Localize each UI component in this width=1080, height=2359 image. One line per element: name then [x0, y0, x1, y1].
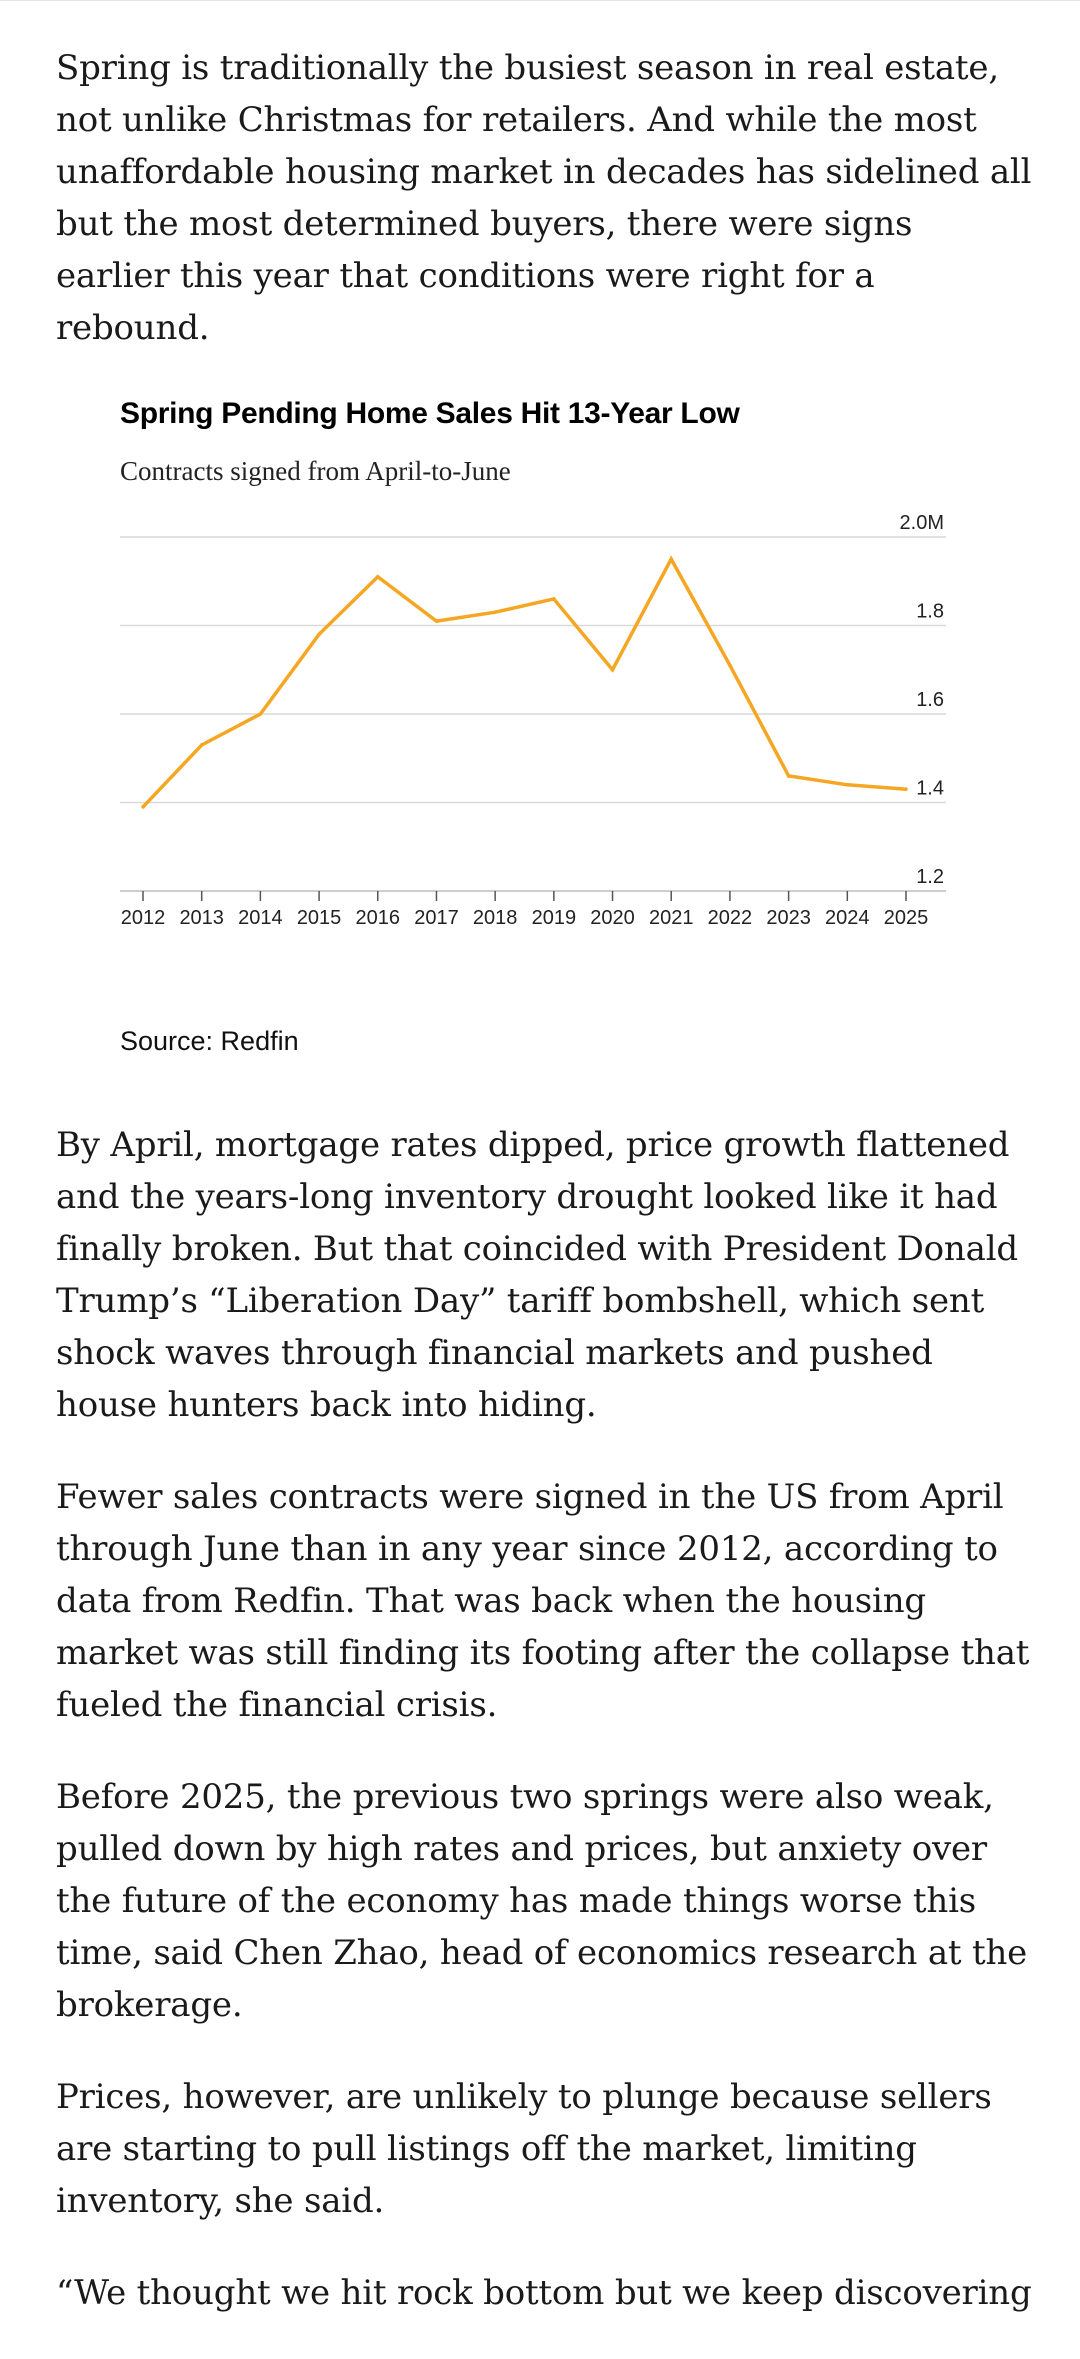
data-point — [552, 597, 556, 601]
data-point — [375, 575, 380, 579]
x-tick-label: 2024 — [825, 907, 870, 929]
y-tick-label: 1.2 — [916, 866, 944, 888]
x-tick-label: 2016 — [356, 907, 401, 929]
x-tick-label: 2021 — [649, 907, 694, 929]
data-point — [786, 774, 791, 778]
gridlines — [120, 536, 946, 804]
y-tick-label: 1.6 — [916, 689, 944, 711]
y-tick-label: 1.4 — [916, 778, 944, 800]
y-tick-label: 1.8 — [916, 601, 944, 623]
x-tick-label: 2023 — [766, 907, 811, 929]
data-point — [728, 663, 732, 668]
x-tick-label: 2015 — [297, 907, 342, 929]
series-line — [141, 555, 907, 809]
x-tick-label: 2020 — [590, 907, 635, 929]
data-point — [610, 667, 615, 672]
chart-figure: Spring Pending Home Sales Hit 13-Year Lo… — [56, 394, 1036, 1089]
paragraphs-after: By April, mortgage rates dipped, price g… — [56, 1119, 1036, 2319]
article-paragraph: By April, mortgage rates dipped, price g… — [56, 1125, 1018, 1425]
data-point — [258, 712, 263, 716]
x-tick-label: 2018 — [473, 907, 517, 929]
article-paragraph: Prices, however, are unlikely to plunge … — [56, 2077, 992, 2221]
article-paragraph: “We thought we hit rock bottom but we ke… — [56, 2273, 1032, 2313]
top-divider — [0, 0, 1080, 1]
data-point — [904, 787, 908, 792]
chart-source: Source: Redfin — [120, 1026, 299, 1056]
series-layer — [141, 555, 908, 809]
article-body: Spring is traditionally the busiest seas… — [56, 42, 1036, 2359]
line-chart: 2.0M1.81.61.41.2 2012 2013 2014 2015 2016 201… — [120, 512, 946, 929]
x-axis: 2012 2013 2014 2015 2016 2017 2018 2019 2020 2021… — [120, 890, 946, 929]
x-tick-label: 2019 — [532, 907, 577, 929]
article-paragraph: Fewer sales contracts were signed in the… — [56, 1477, 1030, 1725]
data-point — [141, 805, 145, 809]
data-point — [434, 619, 439, 623]
y-tick-label: 2.0M — [900, 512, 944, 534]
x-tick-label: 2014 — [238, 907, 283, 929]
data-point — [199, 743, 204, 747]
data-point — [317, 632, 321, 637]
x-tick-label: 2012 — [121, 907, 166, 929]
chart-subtitle: Contracts signed from April-to-June — [120, 456, 511, 486]
data-point — [669, 557, 674, 561]
x-tick-label: 2013 — [179, 907, 224, 929]
chart-title: Spring Pending Home Sales Hit 13-Year Lo… — [120, 397, 740, 430]
data-point — [845, 783, 850, 787]
x-tick-label: 2022 — [708, 907, 753, 929]
article-paragraph: Spring is traditionally the busiest seas… — [56, 48, 1032, 348]
article-paragraph: Before 2025, the previous two springs we… — [56, 1777, 1028, 2025]
y-axis-ticks: 2.0M 1.8 1.6 1.4 1.2 — [900, 512, 944, 888]
data-point — [493, 610, 497, 615]
paragraphs-before: Spring is traditionally the busiest seas… — [56, 42, 1036, 354]
x-tick-label: 2025 — [884, 907, 929, 929]
x-tick-label: 2017 — [414, 907, 459, 929]
